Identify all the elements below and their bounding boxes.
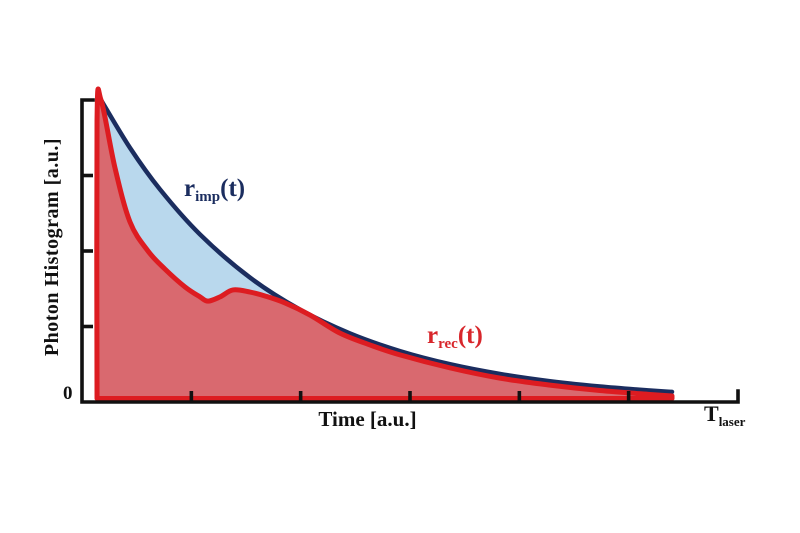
axes — [80, 98, 740, 404]
y-axis-label: Photon Histogram [a.u.] — [41, 137, 63, 357]
r-rec-label-sub: rec — [438, 336, 458, 353]
r-rec-label-tail: (t) — [457, 322, 483, 349]
x-axis-label: Time [a.u.] — [318, 407, 417, 431]
r-imp-curve-label: rimp(t) — [184, 175, 246, 205]
r-rec-curve-label: rrec(t) — [427, 322, 483, 352]
r-imp-label-sub: imp — [195, 189, 221, 206]
r-imp-label-main: r — [184, 175, 196, 202]
t-laser-sub: laser — [718, 413, 746, 429]
t-laser-label: Tlaser — [704, 401, 745, 428]
axis-ticks — [82, 173, 631, 402]
origin-zero-label: 0 — [63, 383, 73, 404]
t-laser-main: T — [704, 401, 719, 426]
r-rec-label-main: r — [427, 322, 439, 349]
r-imp-label-tail: (t) — [220, 175, 246, 202]
r-rec-fill-area — [94, 86, 675, 401]
r-imp-curve — [98, 97, 675, 395]
